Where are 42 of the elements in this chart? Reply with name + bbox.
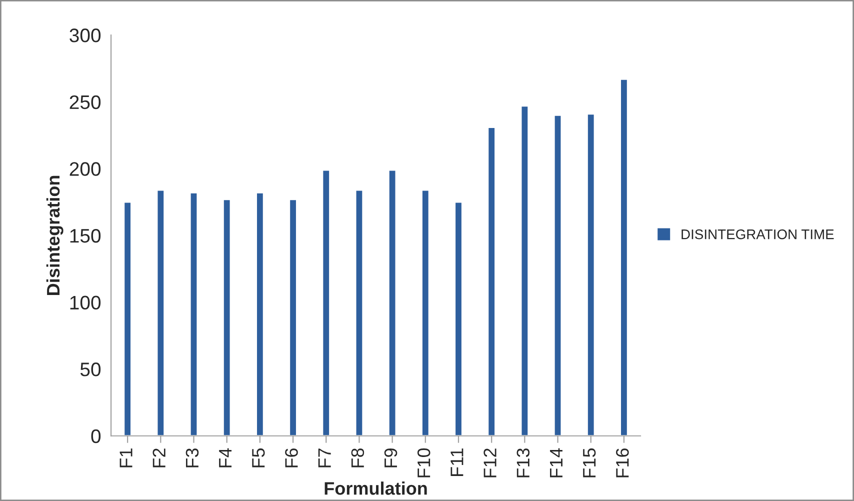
x-tick-label: F9 (384, 448, 398, 468)
y-tick-label: 150 (70, 228, 101, 243)
x-tick-label: F2 (152, 448, 166, 468)
x-tick-label: F5 (252, 448, 265, 468)
x-tick-label: F11 (450, 448, 464, 476)
x-tick-label: F15 (583, 448, 596, 478)
bar (189, 192, 198, 436)
x-tick-label: F3 (186, 448, 199, 468)
bar (487, 126, 496, 436)
y-tick-label: 200 (70, 162, 101, 176)
bar (421, 189, 430, 436)
bar (620, 78, 628, 436)
bar (454, 201, 463, 436)
y-tick-label: 250 (70, 95, 101, 110)
y-tick-label: 300 (70, 28, 101, 42)
y-axis-title: Disintegration (46, 176, 64, 295)
x-tick-label: F14 (550, 448, 562, 478)
x-tick-label: F6 (285, 448, 298, 468)
x-tick-label: F13 (516, 448, 530, 478)
x-tick-label: F8 (351, 448, 364, 468)
bar (388, 169, 397, 436)
x-tick-label: F7 (318, 448, 331, 468)
y-tick-label: 50 (80, 362, 101, 376)
x-tick-label: F10 (417, 448, 430, 478)
bar (354, 189, 364, 436)
bar (322, 169, 330, 436)
bar (586, 113, 596, 436)
x-tick-label: F12 (484, 448, 496, 478)
bar (123, 201, 132, 436)
x-axis-title: Formulation (324, 482, 427, 495)
x-tick-label: F1 (120, 448, 132, 468)
bar (256, 192, 264, 436)
y-tick-label: 100 (70, 296, 101, 310)
bar (520, 105, 530, 436)
bar (288, 198, 298, 436)
x-tick-label: F16 (616, 448, 629, 478)
x-tick-label: F4 (219, 448, 232, 468)
bar (553, 114, 562, 436)
y-tick-label: 0 (91, 429, 101, 444)
bar (222, 198, 232, 436)
legend-label: DISINTEGRATION TIME (682, 229, 834, 240)
bar (156, 189, 165, 436)
